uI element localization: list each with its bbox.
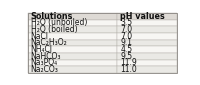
Text: 7.0: 7.0 [120,32,132,41]
Bar [28,66,117,73]
Bar [117,20,177,26]
Text: pH values: pH values [120,12,165,21]
Text: 9.5: 9.5 [120,52,132,61]
Bar [117,40,177,46]
Text: NaHCO₃: NaHCO₃ [31,52,61,61]
Bar [28,13,117,20]
Bar [117,13,177,20]
Text: NaC₂H₃O₂: NaC₂H₃O₂ [31,38,67,47]
Bar [117,66,177,73]
Text: Na₂CO₃: Na₂CO₃ [31,65,58,74]
Bar [117,26,177,33]
Bar [117,53,177,60]
Text: 11.0: 11.0 [120,65,137,74]
Text: 3.5: 3.5 [120,18,132,27]
Bar [28,40,117,46]
Bar [28,20,117,26]
Text: H₂O (boiled): H₂O (boiled) [31,25,77,34]
Bar [117,60,177,66]
Text: NH₄Cl: NH₄Cl [31,45,53,54]
Bar [28,26,117,33]
Text: Solutions: Solutions [31,12,73,21]
Text: H₂O (unboiled): H₂O (unboiled) [31,18,87,27]
Text: 4.5: 4.5 [120,45,132,54]
Bar [28,60,117,66]
Bar [117,46,177,53]
Bar [28,53,117,60]
Text: Na₃PO₄: Na₃PO₄ [31,58,58,67]
Text: NaCl: NaCl [31,32,49,41]
Bar [117,33,177,40]
Text: 9.1: 9.1 [120,38,132,47]
Bar [28,33,117,40]
Text: 7.0: 7.0 [120,25,132,34]
Bar [28,46,117,53]
Text: 11.9: 11.9 [120,58,137,67]
